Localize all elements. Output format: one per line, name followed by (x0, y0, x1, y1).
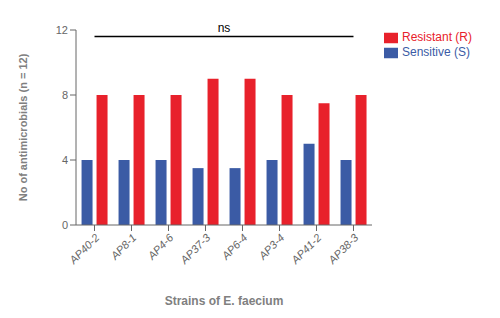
svg-text:AP4-6: AP4-6 (145, 231, 176, 262)
svg-text:AP38-3: AP38-3 (325, 231, 361, 267)
svg-text:8: 8 (62, 89, 68, 101)
svg-text:AP8-1: AP8-1 (108, 231, 139, 262)
html-text:Sensitive (S): Sensitive (S) (402, 44, 470, 59)
svg-text:Strains of E. faecium: Strains of E. faecium (165, 294, 284, 308)
svg-text:AP40-2: AP40-2 (66, 231, 101, 266)
svg-text:No of antimicrobials (n = 12): No of antimicrobials (n = 12) (17, 53, 29, 201)
svg-text:AP3-4: AP3-4 (256, 231, 287, 262)
svg-text:AP37-3: AP37-3 (177, 231, 213, 267)
svg-text:4: 4 (62, 154, 68, 166)
html-text:Resistant (R): Resistant (R) (402, 30, 472, 44)
svg-text:AP41-2: AP41-2 (288, 231, 323, 266)
svg-text:AP6-4: AP6-4 (219, 231, 250, 262)
svg-text:12: 12 (56, 24, 68, 36)
svg-text:ns: ns (218, 21, 231, 35)
svg-text:0: 0 (62, 219, 68, 231)
